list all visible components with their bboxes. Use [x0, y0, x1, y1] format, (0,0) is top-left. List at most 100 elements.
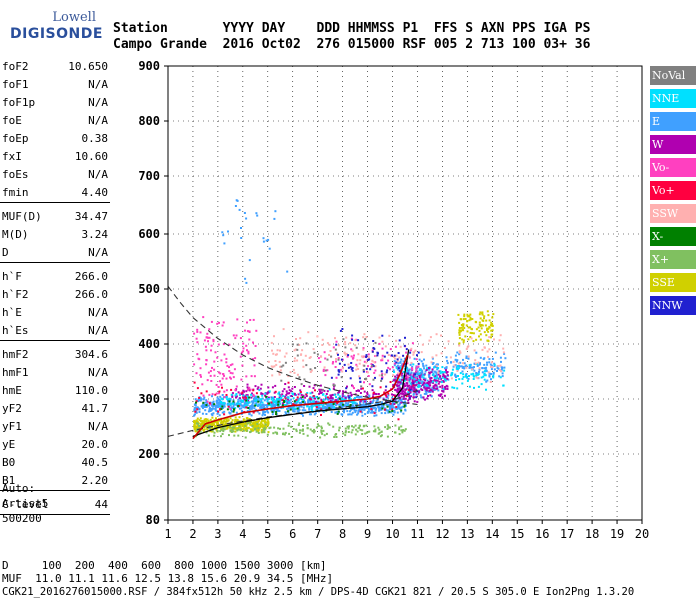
data-point	[439, 372, 442, 375]
data-point	[351, 425, 353, 428]
data-point	[271, 404, 274, 407]
data-point	[214, 393, 217, 396]
data-point	[243, 395, 246, 398]
data-point	[357, 353, 360, 356]
data-point	[245, 344, 248, 347]
data-point	[205, 421, 208, 424]
data-point	[373, 371, 376, 374]
data-point	[278, 402, 281, 405]
data-point	[196, 341, 199, 344]
data-point	[477, 361, 480, 364]
data-point	[398, 428, 400, 431]
data-point	[231, 392, 234, 395]
data-point	[354, 339, 357, 342]
data-point	[428, 390, 431, 392]
data-point	[408, 355, 411, 358]
data-point	[399, 366, 402, 369]
data-point	[281, 404, 284, 407]
data-point	[350, 362, 353, 364]
data-point	[317, 397, 320, 400]
data-point	[349, 342, 352, 345]
x-tick-label: 10	[385, 527, 399, 541]
data-point	[246, 330, 249, 333]
data-point	[219, 408, 222, 410]
data-point	[253, 395, 256, 398]
data-point	[466, 320, 469, 323]
data-point	[213, 403, 216, 406]
data-point	[442, 389, 445, 392]
param-value: 10.650	[68, 60, 108, 73]
data-point	[261, 419, 264, 422]
data-point	[453, 386, 456, 389]
data-point	[255, 398, 258, 401]
data-point	[208, 406, 211, 409]
data-point	[322, 370, 325, 372]
data-point	[248, 331, 251, 333]
data-point	[429, 377, 432, 380]
data-point	[427, 385, 430, 388]
data-point	[502, 351, 505, 354]
data-point	[276, 349, 279, 352]
param-value: N/A	[88, 366, 108, 379]
data-point	[435, 371, 438, 374]
data-point	[290, 395, 293, 397]
data-point	[210, 426, 213, 429]
data-point	[397, 406, 400, 409]
data-point	[273, 396, 276, 398]
data-point	[493, 363, 496, 366]
data-point	[235, 423, 238, 426]
data-point	[343, 395, 346, 398]
data-point	[226, 420, 229, 423]
data-point	[225, 377, 228, 380]
data-point	[355, 346, 358, 349]
param-value: 266.0	[74, 270, 108, 283]
data-point	[330, 376, 333, 379]
data-point	[454, 364, 457, 367]
data-point	[195, 419, 198, 422]
data-point	[251, 404, 254, 407]
data-point	[297, 424, 300, 426]
data-point	[491, 323, 494, 325]
data-point	[288, 432, 291, 435]
data-point	[348, 396, 351, 399]
data-point	[413, 387, 416, 389]
data-point	[429, 336, 432, 339]
data-point	[486, 379, 489, 382]
data-point	[292, 407, 295, 409]
param-row: foEs N/A	[2, 168, 108, 182]
data-point	[264, 428, 267, 431]
data-point	[462, 318, 465, 321]
data-point	[372, 378, 375, 381]
data-point	[263, 407, 266, 409]
data-point	[306, 392, 309, 394]
data-point	[408, 384, 411, 387]
data-point	[206, 402, 209, 405]
data-point	[247, 407, 250, 409]
data-point	[337, 392, 340, 394]
data-point	[313, 351, 316, 354]
data-point	[423, 392, 426, 395]
data-point	[217, 419, 220, 422]
data-point	[312, 430, 315, 433]
data-point	[253, 426, 256, 429]
data-point	[230, 410, 233, 413]
data-point	[484, 324, 487, 327]
data-point	[366, 411, 369, 414]
data-point	[503, 366, 506, 369]
data-point	[405, 395, 408, 398]
data-point	[357, 427, 360, 430]
data-point	[249, 422, 252, 425]
data-point	[327, 404, 330, 407]
data-point	[217, 422, 219, 425]
data-point	[411, 389, 414, 392]
data-point	[405, 348, 408, 351]
data-point	[366, 431, 369, 434]
data-point	[463, 327, 466, 329]
data-point	[220, 383, 223, 386]
data-point	[469, 331, 472, 334]
data-point	[458, 344, 461, 347]
data-point	[404, 375, 407, 378]
data-point	[398, 384, 401, 387]
data-point	[418, 374, 421, 377]
data-point	[464, 335, 467, 338]
